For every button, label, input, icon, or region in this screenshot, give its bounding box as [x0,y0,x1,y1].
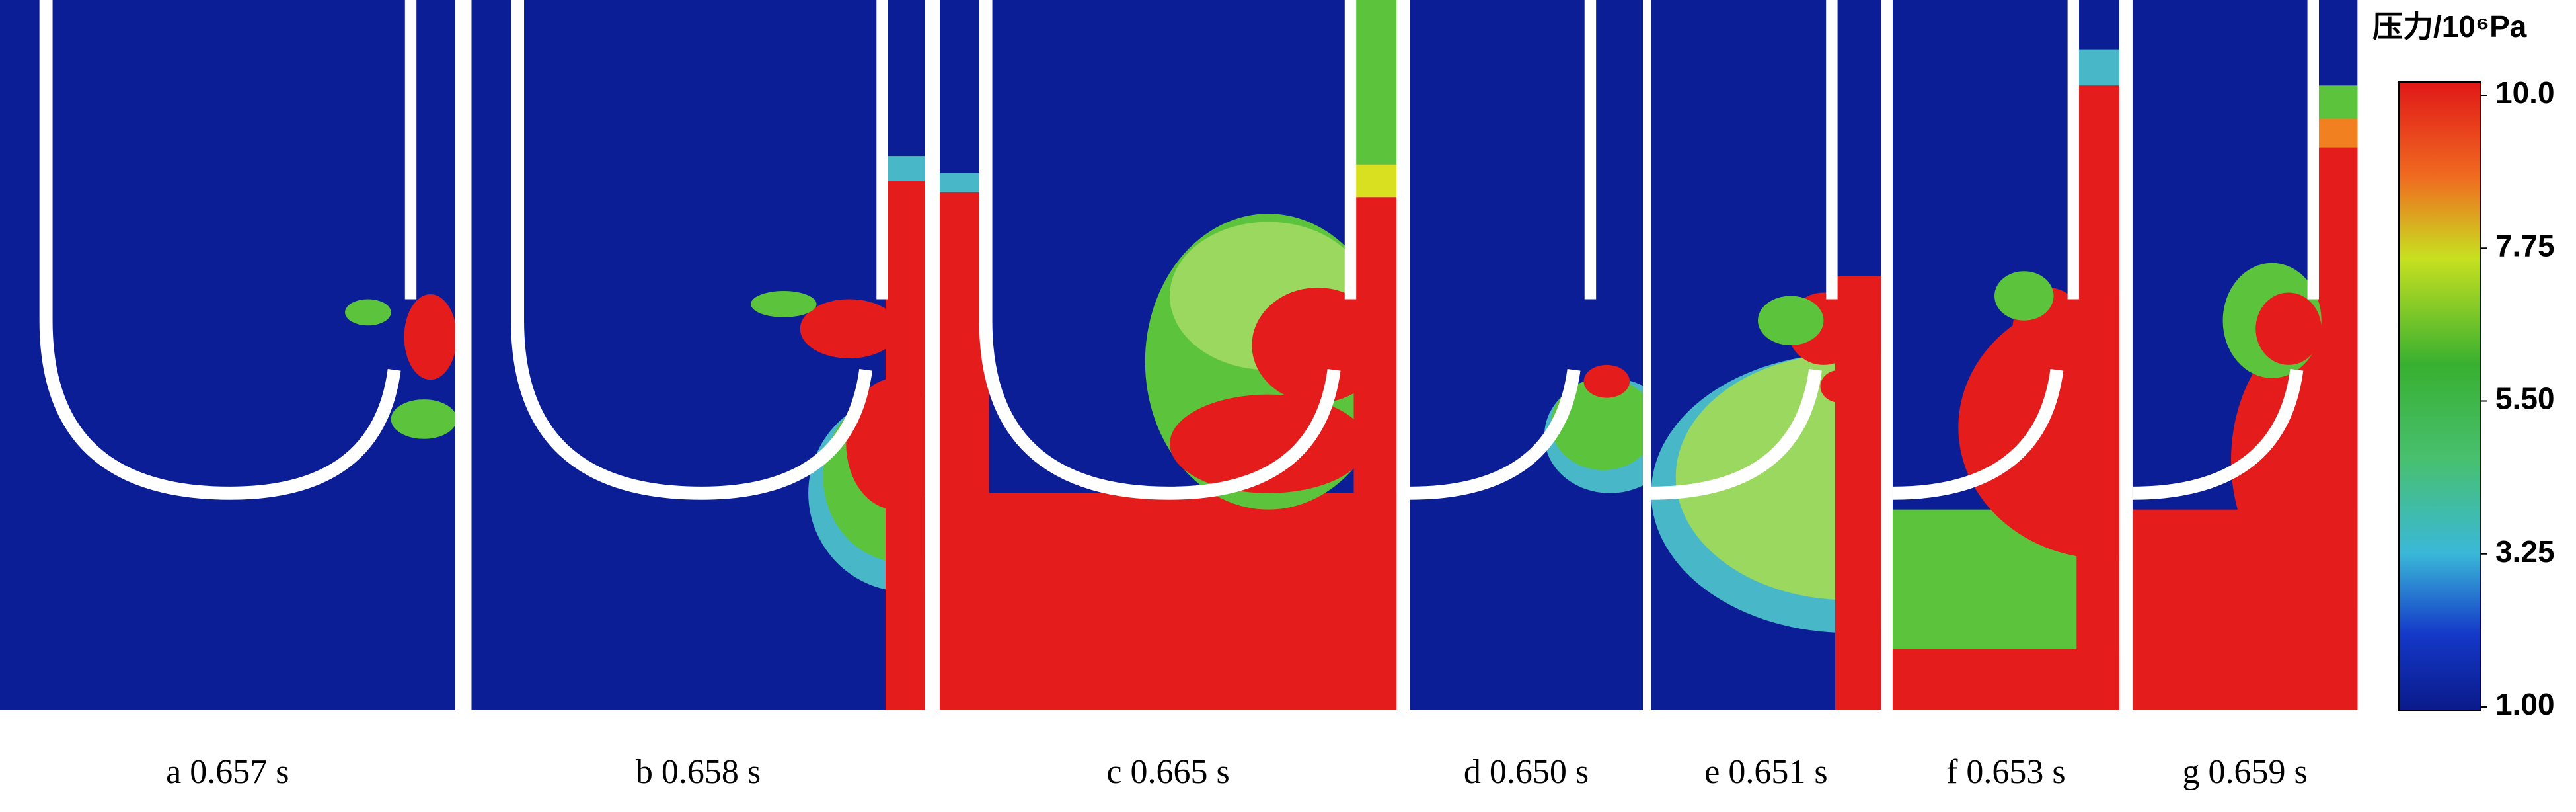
pressure-region [1994,271,2054,321]
pressure-region [939,493,1397,710]
sim-panel [471,0,925,710]
pressure-region [2076,49,2119,86]
panel-label: b 0.658 s [636,753,761,791]
pressure-region [391,399,455,439]
pressure-region [2316,118,2358,148]
vessel-wall [1892,369,2064,500]
panel-shape [2132,0,2358,710]
vessel-wall [1651,369,1822,500]
colorbar-title: 压力/10⁶Pa [2372,9,2527,44]
pressure-region [345,299,391,326]
panel-label: c 0.665 s [1106,753,1229,791]
colorbar [2398,81,2481,711]
vessel-wall [511,0,872,500]
sim-panel [2132,0,2358,710]
colorbar-tick-label: 1.00 [2495,687,2555,721]
colorbar-tick-label: 10.0 [2495,75,2555,110]
vessel-wall [39,0,401,500]
sim-panel [0,0,455,710]
pressure-region [1758,296,1824,346]
pressure-region [404,294,455,380]
pressure-region [1550,378,1644,470]
vessel-wall [979,0,1341,500]
colorbar-tick-label: 3.25 [2495,534,2555,569]
pressure-region [1353,0,1397,165]
pressure-region [885,156,925,710]
pressure-region [885,156,925,181]
panel-label: a 0.657 s [166,753,289,791]
panel-shape [1409,0,1644,500]
sim-panel [1651,0,1881,710]
pressure-region [800,299,899,358]
panel-shape [1651,0,1881,710]
sim-panel [939,0,1397,710]
sim-panel [1409,0,1644,710]
panel-label: f 0.653 s [1946,753,2066,791]
panel-bg [1409,0,1643,710]
pressure-region [751,291,817,317]
panel-label: g 0.659 s [2182,753,2307,791]
colorbar-tick-label: 7.75 [2495,228,2555,263]
panel-label: e 0.651 s [1704,753,1827,791]
panel-shape [1892,0,2119,710]
panel-bg [0,0,455,710]
panel-shape [39,0,455,500]
pressure-region [1252,288,1384,403]
panel-shape [511,0,925,710]
pressure-region [2255,292,2322,365]
pressure-region [2076,85,2119,710]
vessel-wall [2132,369,2304,500]
vessel-wall [1409,369,1581,500]
pressure-region [1353,164,1397,198]
pressure-region [2316,85,2358,118]
panel-shape [939,0,1397,710]
pressure-region [1675,353,1881,600]
pressure-region [2316,147,2358,710]
pressure-region [1892,649,2119,710]
sim-panel [1892,0,2119,710]
panel-label: d 0.650 s [1464,753,1589,791]
pressure-region [1583,364,1630,398]
pressure-region [1820,370,1860,403]
colorbar-tick-label: 5.50 [2495,382,2555,416]
